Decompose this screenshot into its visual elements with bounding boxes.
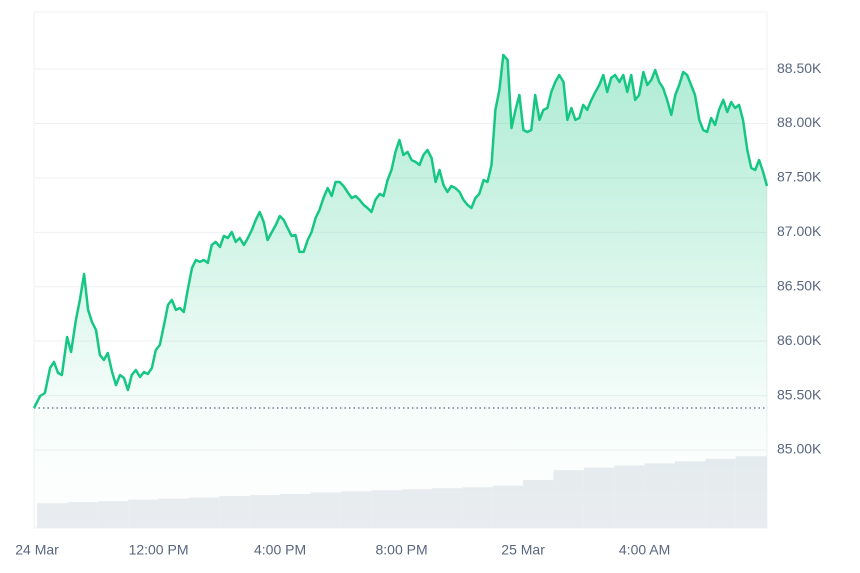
y-tick-label: 87.50K: [777, 169, 822, 185]
y-tick-label: 86.50K: [777, 277, 822, 293]
x-tick-label: 24 Mar: [15, 542, 59, 558]
y-tick-label: 86.00K: [777, 332, 822, 348]
price-area: [34, 55, 767, 528]
y-tick-label: 88.50K: [777, 60, 822, 76]
y-tick-label: 85.00K: [777, 441, 822, 457]
y-tick-label: 85.50K: [777, 386, 822, 402]
x-tick-label: 25 Mar: [501, 542, 545, 558]
y-tick-label: 88.00K: [777, 114, 822, 130]
x-tick-label: 8:00 PM: [375, 542, 427, 558]
x-tick-label: 4:00 PM: [254, 542, 306, 558]
y-tick-label: 87.00K: [777, 223, 822, 239]
x-tick-label: 12:00 PM: [129, 542, 189, 558]
x-tick-label: 4:00 AM: [619, 542, 670, 558]
price-line: [32, 53, 769, 409]
